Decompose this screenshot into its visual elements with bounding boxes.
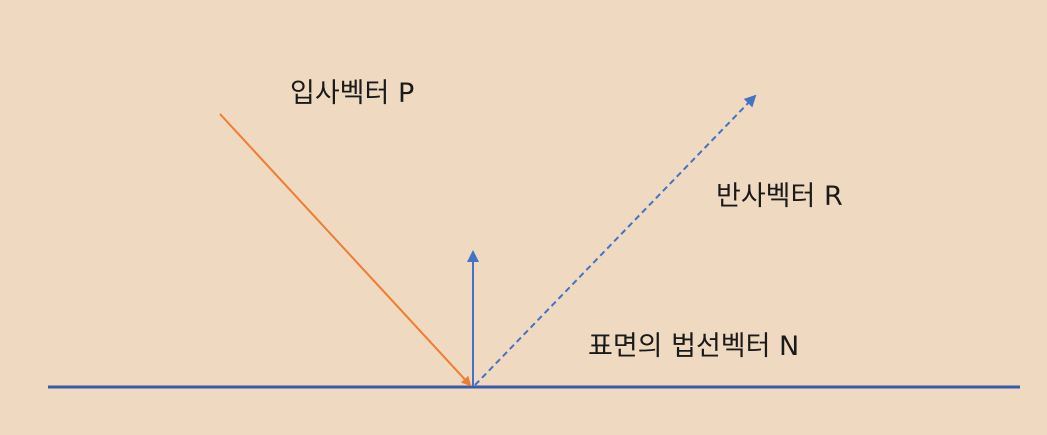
reflected-vector-label: 반사벡터 R <box>716 181 843 212</box>
reflected-vector-arrow <box>474 94 757 386</box>
incident-vector-label: 입사벡터 P <box>290 78 415 109</box>
normal-vector-label: 표면의 법선벡터 N <box>588 331 800 362</box>
incident-vector-arrow <box>219 113 472 387</box>
